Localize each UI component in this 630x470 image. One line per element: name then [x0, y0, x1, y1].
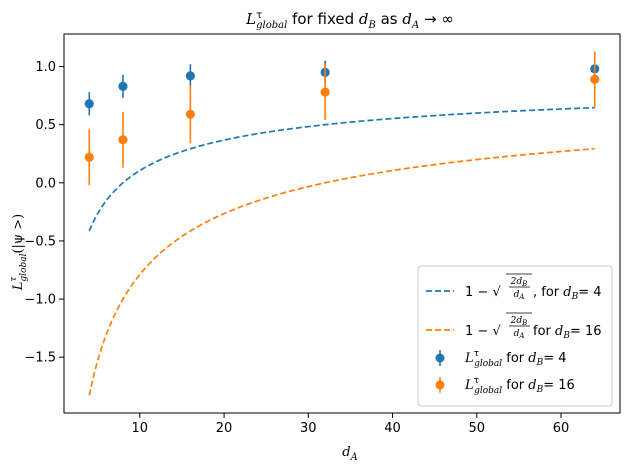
x-tick-label: 20	[216, 421, 233, 436]
legend-label-errorbar-db4: Lτ global for dB= 4	[464, 349, 567, 369]
x-axis-label-d: d	[342, 445, 350, 460]
y-axis-label-L: L	[11, 282, 26, 292]
chart-title: Lτ global for fixed dB as dA → ∞	[245, 10, 454, 31]
y-axis-label-rest: (|ψ >)	[11, 214, 26, 254]
data-point	[118, 135, 128, 145]
y-tick-label: 0.0	[35, 176, 56, 191]
legend-frac-den-db16: dA	[514, 329, 525, 340]
legend-curve-db4-for: , for	[533, 285, 563, 300]
legend-curve-db16-for: for	[533, 324, 555, 339]
data-point	[118, 81, 128, 91]
x-tick-label: 10	[132, 421, 149, 436]
legend-label-errorbar-db16: Lτ global for dB= 16	[464, 376, 575, 396]
title-arrow: → ∞	[419, 10, 454, 28]
curve-series-1	[88, 147, 595, 396]
y-tick-label: −0.5	[24, 234, 56, 249]
title-as: as	[376, 10, 403, 28]
data-point	[590, 74, 600, 84]
legend-curve-db4-prefix: 1 −	[465, 285, 492, 300]
legend: 1 − √ 2dB dA , for dB= 4 1 − √ 2dB dA fo…	[417, 265, 613, 407]
legend-swatch-errorbar-db4	[435, 350, 445, 366]
title-sub: global	[256, 20, 287, 31]
title-sub-b: B	[367, 20, 375, 31]
x-tick-label: 50	[469, 421, 486, 436]
title-d2: d	[402, 10, 412, 28]
y-axis-ticks: 1.0 0.5 0.0 −0.5 −1.0 −1.5	[24, 60, 64, 366]
y-tick-label: 0.5	[35, 118, 56, 133]
x-axis-ticks: 10 20 30 40 50 60	[132, 413, 570, 436]
legend-frac-num-db4: 2dB	[510, 277, 528, 288]
data-point	[185, 109, 195, 119]
legend-label-curve-db4-tail: , for dB= 4	[533, 285, 602, 302]
legend-label-curve-db16: 1 − √	[465, 324, 501, 339]
data-point	[84, 99, 94, 109]
legend-swatch-errorbar-db16	[435, 377, 445, 393]
legend-curve-db16-prefix: 1 −	[465, 324, 492, 339]
x-tick-label: 30	[300, 421, 317, 436]
x-axis-label: dA	[342, 445, 358, 463]
data-point	[320, 87, 330, 97]
legend-frac-num-db16: 2dB	[510, 316, 528, 327]
data-point	[84, 152, 94, 162]
legend-frac-den-db4: dA	[514, 290, 525, 301]
title-middle: for fixed	[287, 10, 359, 28]
legend-label-curve-db4: 1 − √	[465, 285, 501, 300]
title-sub-a: A	[411, 20, 419, 31]
curves	[88, 106, 595, 396]
y-axis-label: Lτglobal(|ψ >)	[9, 214, 29, 291]
x-tick-label: 60	[553, 421, 570, 436]
title-sup: τ	[256, 10, 262, 21]
y-tick-label: −1.0	[24, 293, 56, 308]
error-bars	[84, 51, 600, 186]
legend-box	[417, 265, 613, 407]
data-point	[185, 71, 195, 81]
title-d: d	[359, 10, 369, 28]
y-tick-label: 1.0	[35, 60, 56, 75]
x-tick-label: 40	[384, 421, 401, 436]
y-axis-label-sup: τ	[9, 276, 19, 282]
x-axis-label-sub: A	[350, 452, 358, 463]
y-tick-label: −1.5	[24, 351, 56, 366]
curve-series-0	[88, 106, 595, 232]
y-axis-label-sub: global	[19, 253, 29, 281]
sqrt-sign: √	[492, 285, 501, 300]
legend-label-curve-db16-tail: for dB= 16	[533, 324, 602, 341]
title-L: L	[245, 10, 256, 28]
plot-frame	[63, 33, 621, 414]
